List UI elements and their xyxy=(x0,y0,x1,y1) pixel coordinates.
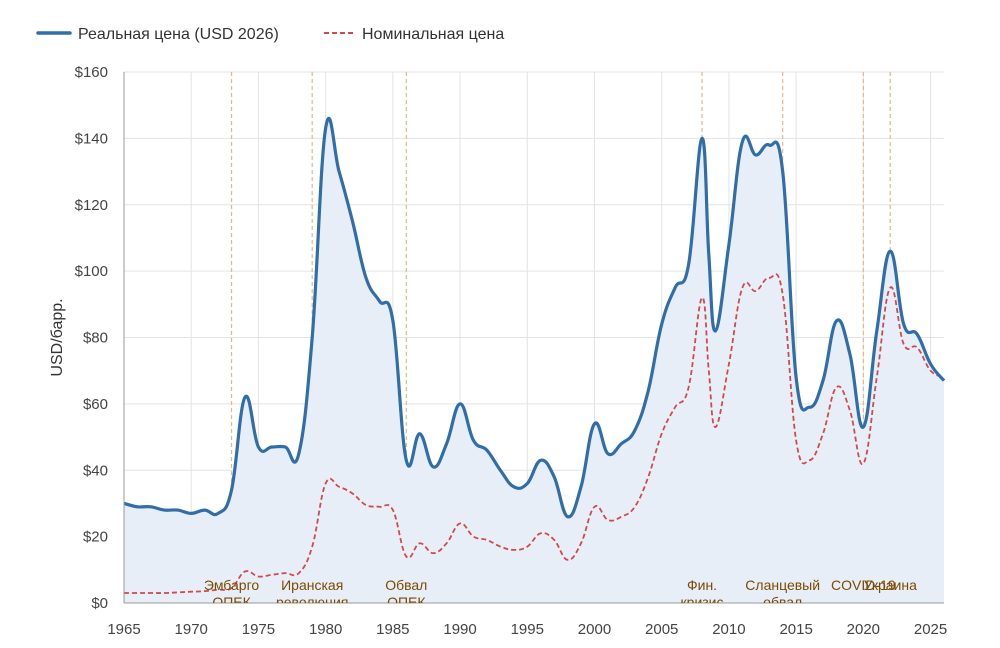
y-tick-label: $20 xyxy=(83,529,108,546)
event-label: кризис xyxy=(681,594,724,610)
x-tick-label: 1995 xyxy=(511,621,544,638)
y-tick-label: $160 xyxy=(75,64,108,81)
y-tick-label: $40 xyxy=(83,462,108,479)
x-tick-label: 1990 xyxy=(443,621,476,638)
y-tick-label: $120 xyxy=(75,197,108,214)
event-label: Фин. xyxy=(687,577,717,593)
event-label: обвал xyxy=(763,594,802,610)
event-label: Иранская xyxy=(281,577,343,593)
y-tick-label: $100 xyxy=(75,263,108,280)
event-label: ОПЕК xyxy=(212,594,251,610)
y-tick-label: $60 xyxy=(83,396,108,413)
x-tick-label: 1980 xyxy=(309,621,342,638)
legend-real-label: Реальная цена (USD 2026) xyxy=(78,26,279,43)
y-tick-label: $80 xyxy=(83,330,108,347)
x-tick-label: 2025 xyxy=(914,621,947,638)
x-tick-label: 1985 xyxy=(376,621,409,638)
event-label: Обвал xyxy=(385,577,427,593)
x-tick-label: 1965 xyxy=(107,621,140,638)
event-label: ОПЕК xyxy=(387,594,426,610)
event-label: Украина xyxy=(864,577,918,593)
y-tick-label: $140 xyxy=(75,130,108,147)
legend-nominal-label: Номинальная цена xyxy=(362,26,504,43)
real-price-line xyxy=(123,116,946,519)
x-tick-label: 1975 xyxy=(242,621,275,638)
x-tick-label: 2005 xyxy=(645,621,678,638)
x-tick-label: 2015 xyxy=(779,621,812,638)
y-tick-label: $0 xyxy=(91,595,108,612)
event-label: революция xyxy=(276,594,348,610)
x-tick-label: 2000 xyxy=(578,621,611,638)
x-tick-label: 2020 xyxy=(847,621,880,638)
nominal-price-line xyxy=(124,273,945,594)
event-label: COVID-19 xyxy=(831,577,896,593)
x-tick-label: 2010 xyxy=(712,621,745,638)
event-label: Сланцевый xyxy=(745,577,820,593)
y-axis-title: USD/барр. xyxy=(49,298,66,376)
real-price-area xyxy=(124,118,944,604)
event-label: Эмбарго xyxy=(204,577,259,593)
x-tick-label: 1970 xyxy=(175,621,208,638)
